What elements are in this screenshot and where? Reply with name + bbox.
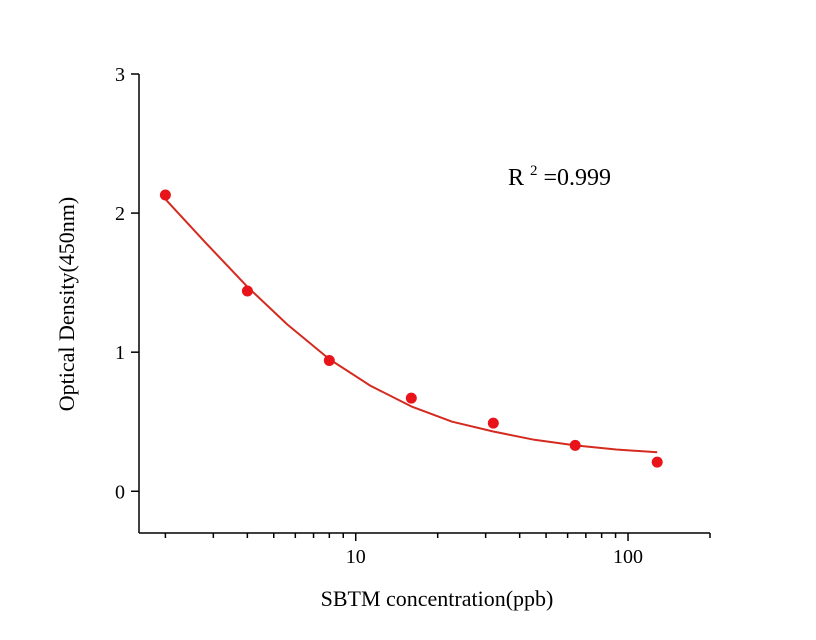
x-tick-label: 100 xyxy=(613,546,643,568)
r-squared-base: R xyxy=(508,165,524,191)
data-point xyxy=(323,355,335,366)
x-tick-label: 10 xyxy=(346,546,366,568)
data-point xyxy=(651,456,663,468)
data-point xyxy=(159,189,171,201)
y-tick-label: 1 xyxy=(115,342,125,364)
data-point xyxy=(569,439,581,451)
fit-curve-layer xyxy=(164,198,658,454)
r-squared-superscript: 2 xyxy=(530,163,538,179)
data-point xyxy=(241,285,253,297)
r-squared-annotation: R 2 =0.999 xyxy=(508,155,611,191)
axes: 0 1 2 3 10 100 xyxy=(115,64,711,568)
x-axis-title: SBTM concentration(ppb) xyxy=(321,586,554,611)
fit-curve xyxy=(164,198,658,454)
data-point xyxy=(487,417,499,429)
r-squared-value: =0.999 xyxy=(544,165,612,191)
data-points-layer xyxy=(159,189,663,468)
data-point xyxy=(405,392,417,404)
y-tick-label: 2 xyxy=(115,203,125,225)
y-tick-label: 0 xyxy=(115,481,125,503)
y-axis-title: Optical Density(450nm) xyxy=(54,197,79,411)
y-tick-label: 3 xyxy=(115,64,125,86)
